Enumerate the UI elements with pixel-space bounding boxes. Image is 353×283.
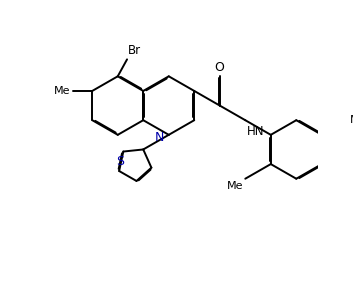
Text: Br: Br xyxy=(128,44,141,57)
Text: Me: Me xyxy=(54,86,71,96)
Text: O: O xyxy=(214,61,224,74)
Text: Me: Me xyxy=(226,181,243,191)
Text: N: N xyxy=(155,131,164,144)
Text: Me: Me xyxy=(349,115,353,125)
Text: HN: HN xyxy=(247,125,264,138)
Text: S: S xyxy=(116,155,124,168)
